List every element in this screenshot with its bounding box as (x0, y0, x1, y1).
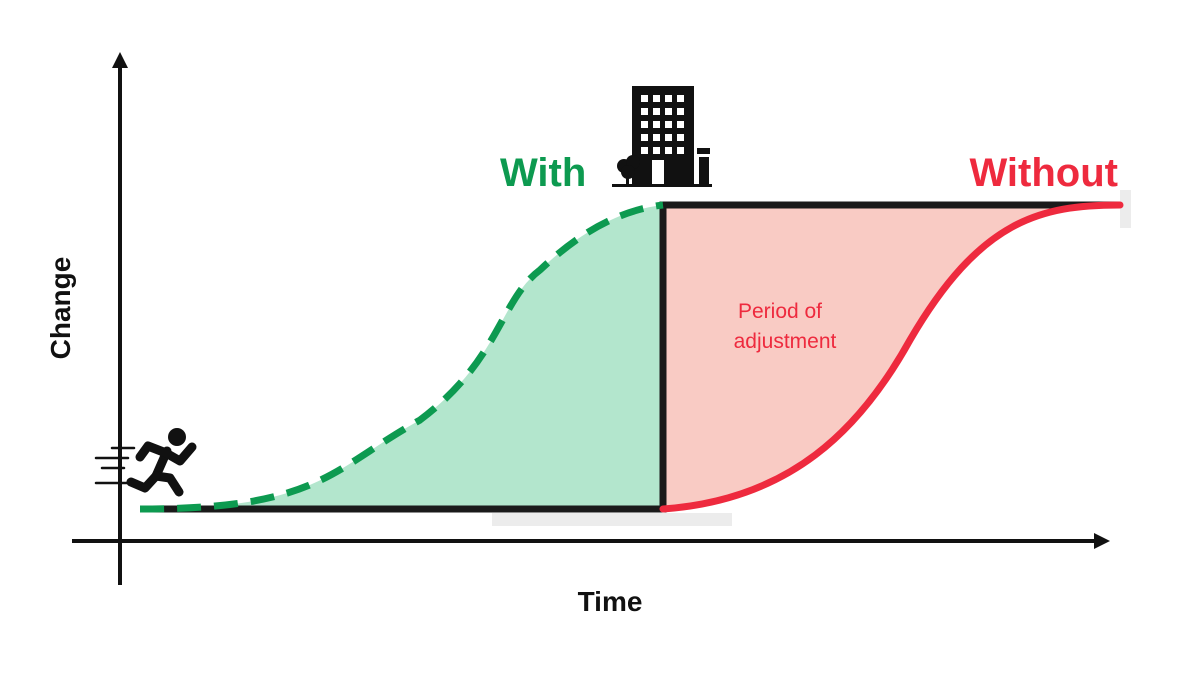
x-axis (72, 533, 1110, 549)
running-person-icon (94, 428, 197, 497)
with-label: With (500, 151, 586, 195)
without-fill-region (663, 205, 1120, 509)
guide-shadow-right (1120, 190, 1131, 228)
guide-shadow-bottom (492, 513, 732, 526)
y-axis (112, 52, 128, 585)
y-axis-label: Change (45, 257, 76, 360)
step-line (140, 201, 1120, 513)
without-label: Without (970, 151, 1118, 195)
x-axis-label: Time (578, 586, 643, 617)
with-fill-region (140, 205, 663, 509)
without-curve (659, 201, 1124, 513)
x-axis-arrowhead (1094, 533, 1110, 549)
period-label-line2: adjustment (734, 330, 837, 353)
with-curve (139, 201, 664, 513)
office-building-icon (612, 86, 712, 187)
period-label-line1: Period of (738, 300, 822, 323)
y-axis-arrowhead (112, 52, 128, 68)
